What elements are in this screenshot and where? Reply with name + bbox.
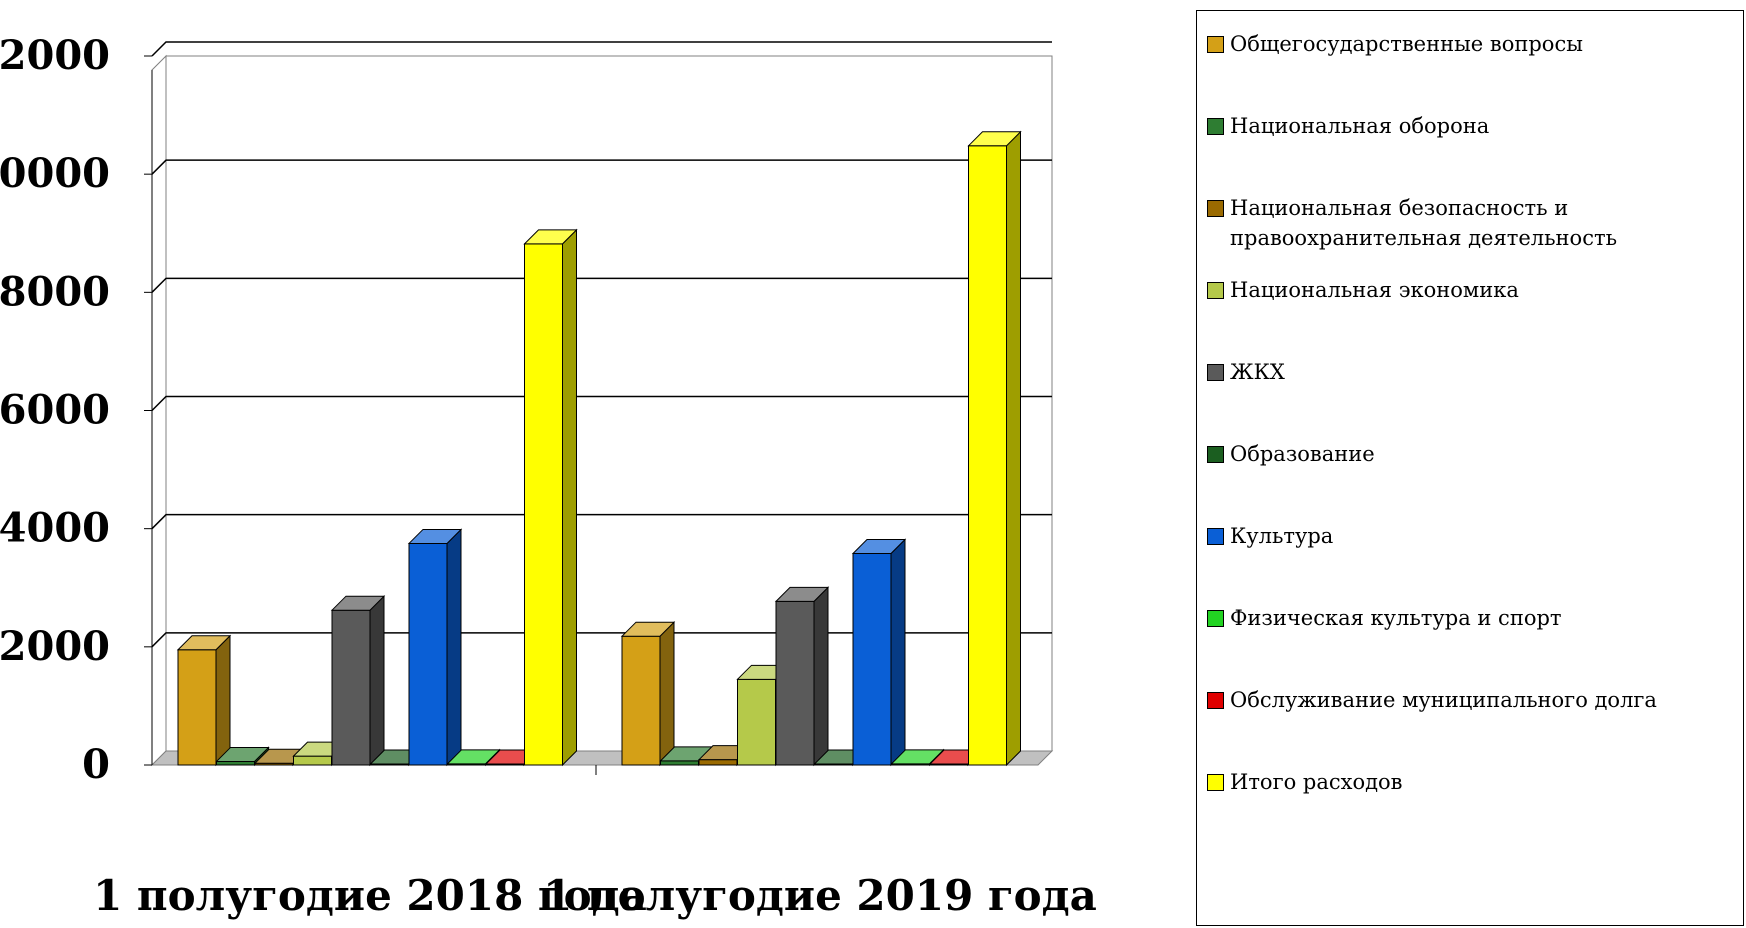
- bar-top: [774, 586, 830, 602]
- legend-label: Итого расходов: [1230, 770, 1403, 794]
- legend-swatch: [1207, 692, 1224, 709]
- bar-top: [523, 229, 578, 245]
- bar-side: [659, 620, 675, 767]
- plot-area: [150, 54, 1054, 767]
- x-category-label: 1 полугодие 2018 года: [93, 871, 647, 920]
- bar: [215, 746, 270, 767]
- legend: Общегосударственные вопросы Национальная …: [1196, 10, 1744, 926]
- legend-item: Физическая культура и спорт: [1207, 603, 1562, 633]
- bar-side: [369, 594, 385, 767]
- legend-item: Национальная экономика: [1207, 275, 1519, 305]
- y-tick-label: 8000: [0, 268, 110, 315]
- bar-front: [524, 243, 563, 766]
- y-tick-label: 0: [82, 741, 110, 788]
- legend-label: ЖКХ: [1230, 360, 1285, 384]
- y-tick-label: 2000: [0, 623, 110, 670]
- bar-front: [216, 760, 255, 766]
- bar-front: [737, 678, 776, 766]
- bar: [407, 528, 463, 767]
- bar-top: [851, 538, 907, 554]
- legend-item: Итого расходов: [1207, 767, 1403, 797]
- bar-top: [176, 635, 232, 651]
- bar-front: [852, 552, 892, 766]
- legend-swatch: [1207, 364, 1224, 381]
- gridline: [151, 513, 1052, 530]
- bar: [620, 620, 676, 767]
- bar: [774, 586, 830, 767]
- legend-swatch: [1207, 446, 1224, 463]
- legend-item: Культура: [1207, 521, 1333, 551]
- legend-swatch: [1207, 528, 1224, 545]
- legend-label: Культура: [1230, 524, 1334, 548]
- bar-side: [890, 538, 906, 767]
- gridline: [151, 159, 1052, 175]
- bar-side: [813, 586, 829, 767]
- legend-label: Национальная безопасность и правоохранит…: [1230, 196, 1618, 250]
- legend-item: Общегосударственные вопросы: [1207, 29, 1583, 59]
- bar-side: [562, 228, 577, 767]
- legend-label: Общегосударственные вопросы: [1230, 32, 1583, 56]
- legend-swatch: [1207, 200, 1224, 217]
- legend-item: Национальная безопасность и правоохранит…: [1207, 193, 1617, 253]
- legend-label: Физическая культура и спорт: [1230, 606, 1562, 630]
- gridline: [151, 277, 1052, 293]
- bar-front: [408, 542, 448, 766]
- legend-item: Национальная оборона: [1207, 111, 1489, 141]
- legend-label: Образование: [1230, 442, 1375, 466]
- bar-top: [215, 746, 270, 762]
- legend-item: Образование: [1207, 439, 1375, 469]
- legend-label: Национальная экономика: [1230, 278, 1519, 302]
- bar-front: [968, 145, 1007, 766]
- bar-chart: 0 2000 4000 6000 8000 10000 12000 1 полугодие …: [0, 32, 1097, 920]
- bar-front: [775, 600, 815, 766]
- y-tick-label: 12000: [0, 32, 110, 79]
- legend-swatch: [1207, 282, 1224, 299]
- y-tick-label: 6000: [0, 387, 110, 434]
- bar-front: [331, 609, 371, 766]
- bar-front: [177, 649, 217, 766]
- legend-swatch: [1207, 36, 1224, 53]
- gridlines: [151, 41, 1052, 648]
- bar-top: [407, 528, 463, 544]
- gridline: [151, 395, 1052, 412]
- legend-item: ЖКХ: [1207, 357, 1285, 387]
- bar-side: [215, 634, 231, 767]
- bar-front: [621, 635, 661, 766]
- bar: [176, 634, 232, 767]
- bar-top: [967, 131, 1022, 147]
- bar-side: [446, 528, 462, 767]
- legend-label: Обслуживание муниципального долга: [1230, 688, 1657, 712]
- y-tick-label: 4000: [0, 505, 110, 552]
- bar-top: [330, 595, 386, 611]
- bar: [330, 594, 386, 767]
- bar-front: [293, 755, 332, 766]
- bar: [851, 538, 907, 767]
- x-category-label: 1 полугодие 2019 года: [543, 871, 1097, 920]
- y-tick-label: 10000: [0, 150, 110, 197]
- legend-swatch: [1207, 610, 1224, 627]
- legend-item: Обслуживание муниципального долга: [1207, 685, 1657, 715]
- bar-front: [660, 760, 699, 766]
- bar-side: [1006, 130, 1021, 767]
- bar: [967, 130, 1022, 767]
- legend-label: Национальная оборона: [1230, 114, 1490, 138]
- bar: [523, 228, 578, 767]
- legend-swatch: [1207, 774, 1224, 791]
- legend-swatch: [1207, 118, 1224, 135]
- gridline: [151, 632, 1052, 648]
- y-axis: 0 2000 4000 6000 8000 10000 12000: [0, 32, 153, 788]
- bars: [176, 130, 1022, 767]
- bar-front: [698, 759, 738, 766]
- bar-top: [620, 621, 676, 637]
- gridline: [151, 41, 1052, 57]
